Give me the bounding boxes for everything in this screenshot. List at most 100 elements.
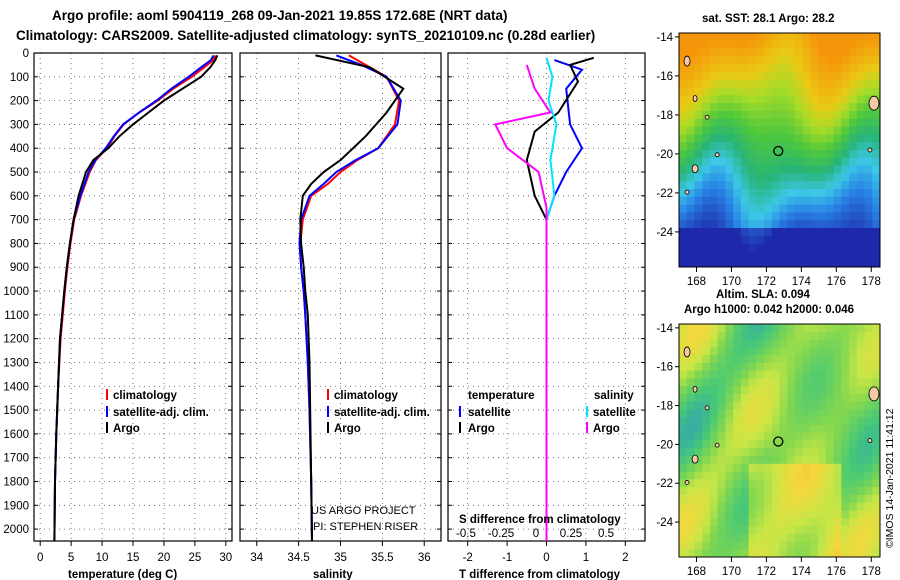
map-cell (725, 235, 734, 245)
map-cell (833, 33, 842, 42)
map-cell (686, 111, 695, 120)
map-cell (748, 79, 757, 89)
map-cell (679, 150, 688, 159)
map-cell (856, 259, 866, 268)
map-cell (756, 494, 765, 504)
map-cell (779, 56, 788, 65)
map-cell (686, 87, 695, 96)
map-cell (709, 386, 719, 395)
map-cell (841, 518, 850, 527)
map-cell (872, 87, 881, 96)
map-cell (841, 111, 850, 120)
map-cell (756, 471, 765, 480)
map-cell (756, 479, 765, 488)
map-cell (810, 220, 819, 229)
map-cell (841, 134, 850, 143)
map-cell (864, 212, 873, 221)
map-cell (833, 189, 842, 198)
map-cell (740, 362, 750, 372)
map-cell (771, 339, 780, 348)
map-cell (748, 494, 757, 504)
map-cell (841, 541, 850, 550)
map-cell (849, 401, 858, 410)
map-cell (802, 331, 811, 341)
map-cell (756, 409, 765, 418)
map-cell (740, 134, 750, 143)
map-cell (825, 525, 835, 535)
map-cell (771, 111, 780, 120)
legend-mark-satellite-adj (327, 406, 329, 417)
argo-location-marker (773, 145, 784, 157)
map-cell (810, 204, 819, 213)
map-cell (679, 142, 688, 151)
map-cell (694, 487, 703, 496)
map-cell (825, 518, 835, 527)
map-cell (740, 204, 750, 213)
map-cell (856, 549, 866, 558)
island (714, 442, 720, 448)
map-cell (756, 181, 765, 190)
map-cell (771, 448, 780, 457)
legend-argo: Argo (113, 423, 140, 435)
map-cell (725, 393, 734, 403)
map-cell (849, 56, 858, 65)
map-cell (825, 33, 835, 42)
map-cell (740, 393, 750, 403)
map-cell (709, 347, 719, 356)
map-cell (717, 510, 726, 519)
map-cell (702, 165, 711, 174)
map-cell (725, 157, 734, 167)
map-cell (733, 456, 742, 465)
map-cell (802, 525, 811, 535)
map-cell (787, 440, 796, 449)
map-cell (771, 510, 780, 519)
map-cell (717, 502, 726, 511)
series-line (299, 54, 401, 541)
map-cell (872, 64, 881, 73)
map-cell (756, 220, 765, 229)
map-cell (872, 479, 881, 488)
map-y-tick-label: -24 (656, 227, 673, 239)
map-cell (702, 220, 711, 229)
map-cell (825, 463, 835, 473)
depth-tick-label: 1200 (3, 334, 29, 346)
map-cell (810, 525, 819, 535)
map-cell (825, 487, 835, 496)
map-cell (709, 510, 719, 519)
map-cell (833, 212, 842, 221)
map-cell (740, 456, 750, 465)
map-cell (856, 181, 866, 190)
map-cell (764, 401, 773, 410)
map-cell (841, 33, 850, 42)
map-cell (872, 432, 881, 441)
map-cell (856, 417, 866, 426)
map-cell (825, 370, 835, 379)
map-cell (825, 87, 835, 96)
map-cell (709, 87, 719, 96)
map-cell (779, 126, 788, 135)
x-tick-label: 34 (250, 552, 263, 564)
map-cell (849, 40, 858, 50)
map-cell (686, 204, 695, 213)
map-cell (725, 259, 734, 268)
map-cell (849, 196, 858, 206)
map-cell (694, 243, 703, 252)
map-cell (709, 118, 719, 128)
map-cell (733, 196, 742, 206)
map-cell (686, 448, 695, 457)
map-cell (717, 409, 726, 418)
map-cell (849, 463, 858, 473)
map-cell (679, 541, 688, 550)
map-cell (825, 417, 835, 426)
map-cell (771, 48, 780, 57)
map-cell (702, 212, 711, 221)
map-cell (779, 103, 788, 112)
map-cell (794, 347, 804, 356)
map-cell (702, 196, 711, 206)
map-cell (733, 510, 742, 519)
map-cell (856, 393, 866, 403)
map-cell (856, 510, 866, 519)
map-cell (872, 56, 881, 65)
map-cell (686, 142, 695, 151)
map-cell (764, 533, 773, 542)
